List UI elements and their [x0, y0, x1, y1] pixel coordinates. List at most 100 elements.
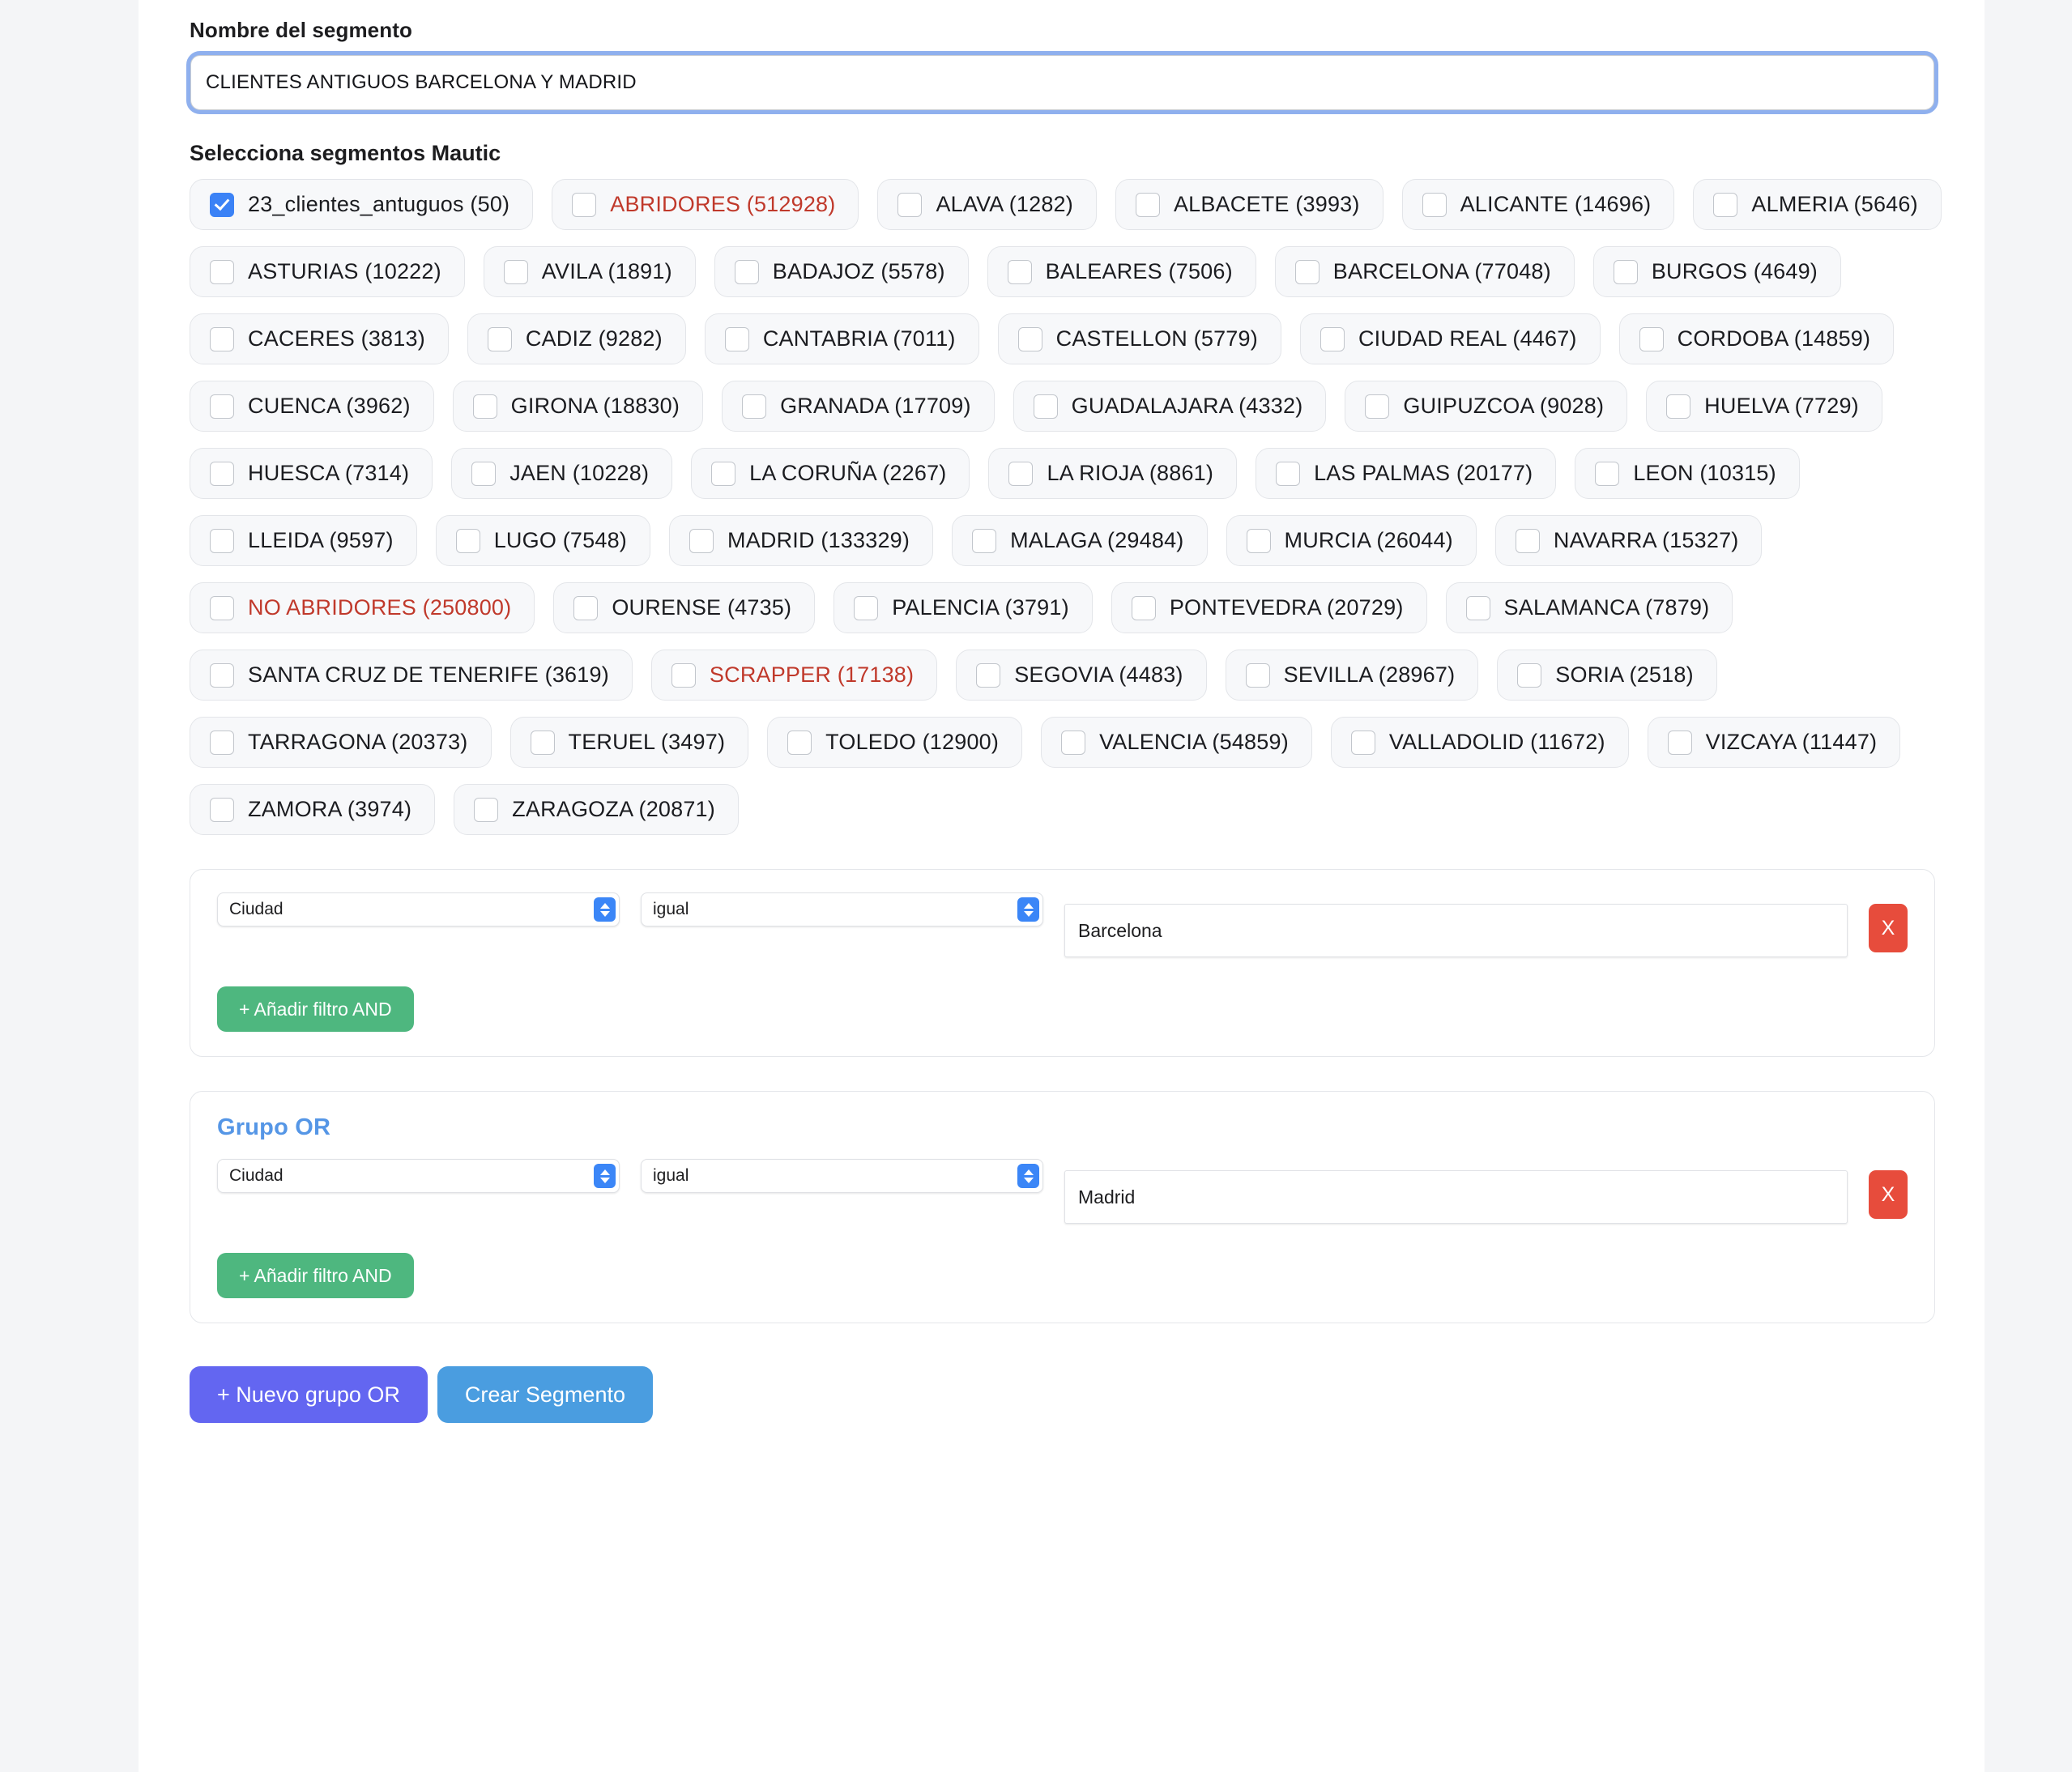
checkbox-unchecked-icon[interactable] [530, 730, 555, 755]
checkbox-unchecked-icon[interactable] [1465, 595, 1490, 620]
segment-chip[interactable]: LLEIDA (9597) [190, 515, 417, 566]
checkbox-unchecked-icon[interactable] [1365, 394, 1390, 419]
checkbox-checked-icon[interactable] [210, 192, 234, 217]
checkbox-unchecked-icon[interactable] [854, 595, 879, 620]
select-stepper-icon[interactable] [1017, 1164, 1039, 1188]
filter-field-select[interactable]: Ciudad [217, 1159, 620, 1193]
segment-chip[interactable]: HUESCA (7314) [190, 448, 433, 499]
checkbox-unchecked-icon[interactable] [210, 528, 234, 553]
checkbox-unchecked-icon[interactable] [1017, 326, 1042, 351]
segment-chip[interactable]: ABRIDORES (512928) [552, 179, 859, 230]
segment-chip[interactable]: BALEARES (7506) [987, 246, 1256, 297]
checkbox-unchecked-icon[interactable] [210, 461, 234, 486]
segment-chip[interactable]: ZAMORA (3974) [190, 784, 436, 835]
segment-chip[interactable]: BADAJOZ (5578) [714, 246, 969, 297]
checkbox-unchecked-icon[interactable] [1595, 461, 1620, 486]
segment-chip[interactable]: BURGOS (4649) [1592, 246, 1841, 297]
checkbox-unchecked-icon[interactable] [210, 326, 234, 351]
checkbox-unchecked-icon[interactable] [689, 528, 714, 553]
checkbox-unchecked-icon[interactable] [1320, 326, 1345, 351]
checkbox-unchecked-icon[interactable] [1008, 461, 1034, 486]
remove-filter-button[interactable]: X [1869, 1170, 1908, 1219]
segment-chip[interactable]: SEGOVIA (4483) [956, 650, 1207, 701]
checkbox-unchecked-icon[interactable] [1422, 192, 1447, 217]
segment-chip[interactable]: TOLEDO (12900) [767, 717, 1023, 768]
checkbox-unchecked-icon[interactable] [897, 192, 923, 217]
checkbox-unchecked-icon[interactable] [210, 730, 234, 755]
segment-chip[interactable]: MURCIA (26044) [1226, 515, 1477, 566]
select-stepper-icon[interactable] [594, 1164, 616, 1188]
checkbox-unchecked-icon[interactable] [210, 797, 234, 822]
segment-chip[interactable]: ALBACETE (3993) [1115, 179, 1383, 230]
checkbox-unchecked-icon[interactable] [455, 528, 480, 553]
checkbox-unchecked-icon[interactable] [1007, 259, 1032, 284]
checkbox-unchecked-icon[interactable] [1246, 528, 1271, 553]
checkbox-unchecked-icon[interactable] [1294, 259, 1320, 284]
checkbox-unchecked-icon[interactable] [471, 461, 497, 486]
segment-chip[interactable]: LA CORUÑA (2267) [691, 448, 970, 499]
segment-chip[interactable]: LAS PALMAS (20177) [1256, 448, 1557, 499]
checkbox-unchecked-icon[interactable] [210, 394, 234, 419]
checkbox-unchecked-icon[interactable] [474, 797, 499, 822]
segment-chip[interactable]: TERUEL (3497) [509, 717, 749, 768]
checkbox-unchecked-icon[interactable] [1639, 326, 1664, 351]
checkbox-unchecked-icon[interactable] [1667, 730, 1692, 755]
checkbox-unchecked-icon[interactable] [1033, 394, 1058, 419]
checkbox-unchecked-icon[interactable] [1666, 394, 1691, 419]
checkbox-unchecked-icon[interactable] [671, 662, 696, 688]
checkbox-unchecked-icon[interactable] [734, 259, 759, 284]
checkbox-unchecked-icon[interactable] [1061, 730, 1086, 755]
segment-chip[interactable]: CIUDAD REAL (4467) [1299, 313, 1601, 364]
checkbox-unchecked-icon[interactable] [1350, 730, 1375, 755]
checkbox-unchecked-icon[interactable] [972, 528, 997, 553]
segment-chip[interactable]: LEON (10315) [1575, 448, 1800, 499]
segment-chip[interactable]: CUENCA (3962) [190, 381, 434, 432]
checkbox-unchecked-icon[interactable] [487, 326, 512, 351]
segment-chip[interactable]: VALLADOLID (11672) [1330, 717, 1629, 768]
segment-chip[interactable]: CADIZ (9282) [467, 313, 686, 364]
segment-chip[interactable]: ALMERIA (5646) [1693, 179, 1942, 230]
segment-chip[interactable]: GIRONA (18830) [452, 381, 704, 432]
checkbox-unchecked-icon[interactable] [210, 259, 234, 284]
segment-chip[interactable]: LA RIOJA (8861) [988, 448, 1238, 499]
checkbox-unchecked-icon[interactable] [1276, 461, 1301, 486]
segment-chip[interactable]: CACERES (3813) [190, 313, 449, 364]
segment-chip[interactable]: VIZCAYA (11447) [1647, 717, 1901, 768]
checkbox-unchecked-icon[interactable] [210, 662, 234, 688]
segment-chip[interactable]: PONTEVEDRA (20729) [1111, 582, 1427, 633]
segment-chip[interactable]: ZARAGOZA (20871) [454, 784, 739, 835]
filter-field-select[interactable]: Ciudad [217, 892, 620, 926]
segment-chip[interactable]: CORDOBA (14859) [1618, 313, 1895, 364]
segment-chip[interactable]: TARRAGONA (20373) [190, 717, 492, 768]
checkbox-unchecked-icon[interactable] [503, 259, 528, 284]
new-or-group-button[interactable]: + Nuevo grupo OR [190, 1366, 428, 1423]
segment-chip[interactable]: MADRID (133329) [669, 515, 934, 566]
checkbox-unchecked-icon[interactable] [742, 394, 767, 419]
segment-chip[interactable]: VALENCIA (54859) [1041, 717, 1312, 768]
select-stepper-icon[interactable] [594, 897, 616, 922]
checkbox-unchecked-icon[interactable] [1135, 192, 1160, 217]
segment-chip[interactable]: SANTA CRUZ DE TENERIFE (3619) [190, 650, 633, 701]
segment-chip[interactable]: ALICANTE (14696) [1401, 179, 1675, 230]
segment-chip[interactable]: NO ABRIDORES (250800) [190, 582, 535, 633]
segment-chip[interactable]: PALENCIA (3791) [833, 582, 1093, 633]
segment-chip[interactable]: BARCELONA (77048) [1274, 246, 1575, 297]
select-stepper-icon[interactable] [1017, 897, 1039, 922]
checkbox-unchecked-icon[interactable] [711, 461, 736, 486]
segment-chip[interactable]: JAEN (10228) [451, 448, 673, 499]
segment-chip[interactable]: CANTABRIA (7011) [704, 313, 979, 364]
checkbox-unchecked-icon[interactable] [472, 394, 497, 419]
segment-chip[interactable]: 23_clientes_antuguos (50) [190, 179, 534, 230]
checkbox-unchecked-icon[interactable] [1245, 662, 1270, 688]
checkbox-unchecked-icon[interactable] [573, 595, 599, 620]
add-and-filter-button[interactable]: + Añadir filtro AND [217, 986, 414, 1032]
segment-chip[interactable]: SCRAPPER (17138) [650, 650, 938, 701]
segment-chip[interactable]: AVILA (1891) [483, 246, 696, 297]
segment-chip[interactable]: GRANADA (17709) [722, 381, 995, 432]
checkbox-unchecked-icon[interactable] [572, 192, 597, 217]
checkbox-unchecked-icon[interactable] [1613, 259, 1638, 284]
filter-operator-select[interactable]: igual [641, 892, 1043, 926]
segment-chip[interactable]: NAVARRA (15327) [1494, 515, 1763, 566]
segment-chip[interactable]: GUIPUZCOA (9028) [1345, 381, 1628, 432]
filter-value-input[interactable] [1064, 1170, 1848, 1224]
